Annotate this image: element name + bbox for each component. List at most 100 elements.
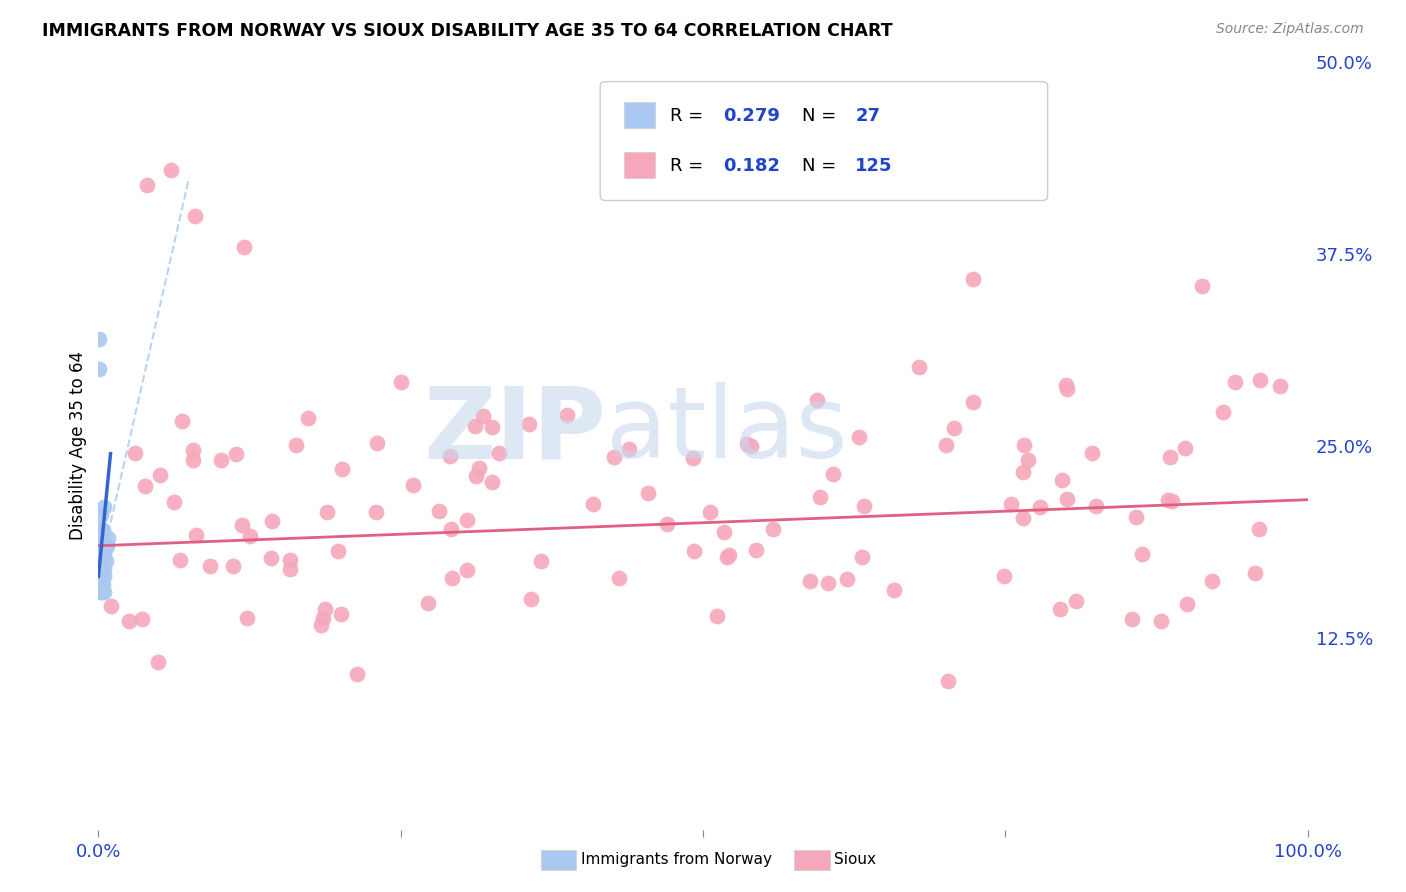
Point	[93, 584, 115, 599]
Point	[835, 572, 858, 586]
Point	[278, 553, 301, 567]
Point	[441, 571, 464, 585]
Point	[315, 505, 337, 519]
Point	[346, 667, 368, 681]
Point	[285, 438, 308, 452]
Point	[962, 395, 984, 409]
FancyBboxPatch shape	[600, 81, 1047, 201]
Point	[1000, 497, 1022, 511]
Text: IMMIGRANTS FROM NORWAY VS SIOUX DISABILITY AGE 35 TO 64 CORRELATION CHART: IMMIGRANTS FROM NORWAY VS SIOUX DISABILI…	[42, 22, 893, 40]
Point	[131, 612, 153, 626]
Point	[935, 438, 957, 452]
Point	[851, 549, 873, 564]
Point	[716, 549, 738, 564]
Point	[762, 522, 785, 536]
Point	[1125, 510, 1147, 524]
Text: 27: 27	[855, 107, 880, 125]
Point	[94, 539, 117, 553]
Point	[806, 393, 828, 408]
Text: Sioux: Sioux	[834, 853, 876, 867]
Point	[1150, 614, 1173, 628]
Point	[456, 563, 478, 577]
Text: R =: R =	[671, 157, 710, 175]
Point	[90, 508, 112, 522]
Point	[962, 271, 984, 285]
Point	[91, 577, 114, 591]
Point	[93, 569, 115, 583]
Point	[740, 439, 762, 453]
Point	[89, 584, 111, 599]
Point	[91, 546, 114, 560]
Text: Source: ZipAtlas.com: Source: ZipAtlas.com	[1216, 22, 1364, 37]
FancyBboxPatch shape	[624, 153, 655, 178]
Point	[1268, 379, 1291, 393]
FancyBboxPatch shape	[624, 103, 655, 128]
Point	[464, 419, 486, 434]
Point	[439, 449, 461, 463]
Point	[799, 574, 821, 588]
Point	[1049, 601, 1071, 615]
Point	[1249, 373, 1271, 387]
Point	[94, 554, 117, 568]
Point	[713, 525, 735, 540]
Point	[364, 506, 387, 520]
Point	[817, 575, 839, 590]
Point	[1054, 377, 1077, 392]
Point	[330, 461, 353, 475]
Point	[1084, 500, 1107, 514]
Point	[519, 417, 541, 431]
Point	[883, 582, 905, 597]
Point	[1132, 547, 1154, 561]
Point	[682, 450, 704, 465]
Point	[735, 437, 758, 451]
Point	[89, 524, 111, 538]
Text: Immigrants from Norway: Immigrants from Norway	[581, 853, 772, 867]
Point	[1050, 473, 1073, 487]
Point	[91, 539, 114, 553]
Point	[239, 529, 262, 543]
Point	[488, 446, 510, 460]
Point	[160, 162, 183, 177]
Point	[118, 614, 141, 628]
Point	[236, 611, 259, 625]
Point	[744, 543, 766, 558]
Point	[607, 572, 630, 586]
Text: 0.279: 0.279	[724, 107, 780, 125]
Point	[309, 617, 332, 632]
Point	[1223, 375, 1246, 389]
Text: N =: N =	[803, 157, 842, 175]
Point	[1177, 598, 1199, 612]
Point	[1080, 446, 1102, 460]
Text: 0.182: 0.182	[724, 157, 780, 175]
Point	[225, 447, 247, 461]
Point	[468, 461, 491, 475]
Point	[1159, 450, 1181, 465]
Point	[1174, 441, 1197, 455]
Point	[181, 452, 204, 467]
Point	[91, 569, 114, 583]
Text: N =: N =	[803, 107, 842, 125]
Point	[135, 178, 157, 193]
Point	[1056, 492, 1078, 507]
Point	[1056, 382, 1078, 396]
Point	[169, 553, 191, 567]
Point	[810, 490, 832, 504]
Point	[89, 554, 111, 568]
Point	[427, 503, 450, 517]
Point	[91, 562, 114, 576]
Point	[231, 517, 253, 532]
Point	[655, 516, 678, 531]
Point	[198, 558, 221, 573]
Point	[718, 548, 741, 562]
Point	[232, 239, 254, 253]
Point	[456, 513, 478, 527]
Point	[942, 420, 965, 434]
Point	[1191, 279, 1213, 293]
Point	[402, 478, 425, 492]
Point	[637, 486, 659, 500]
Point	[464, 469, 486, 483]
Point	[852, 499, 875, 513]
Point	[993, 569, 1015, 583]
Point	[163, 494, 186, 508]
Point	[184, 209, 207, 223]
